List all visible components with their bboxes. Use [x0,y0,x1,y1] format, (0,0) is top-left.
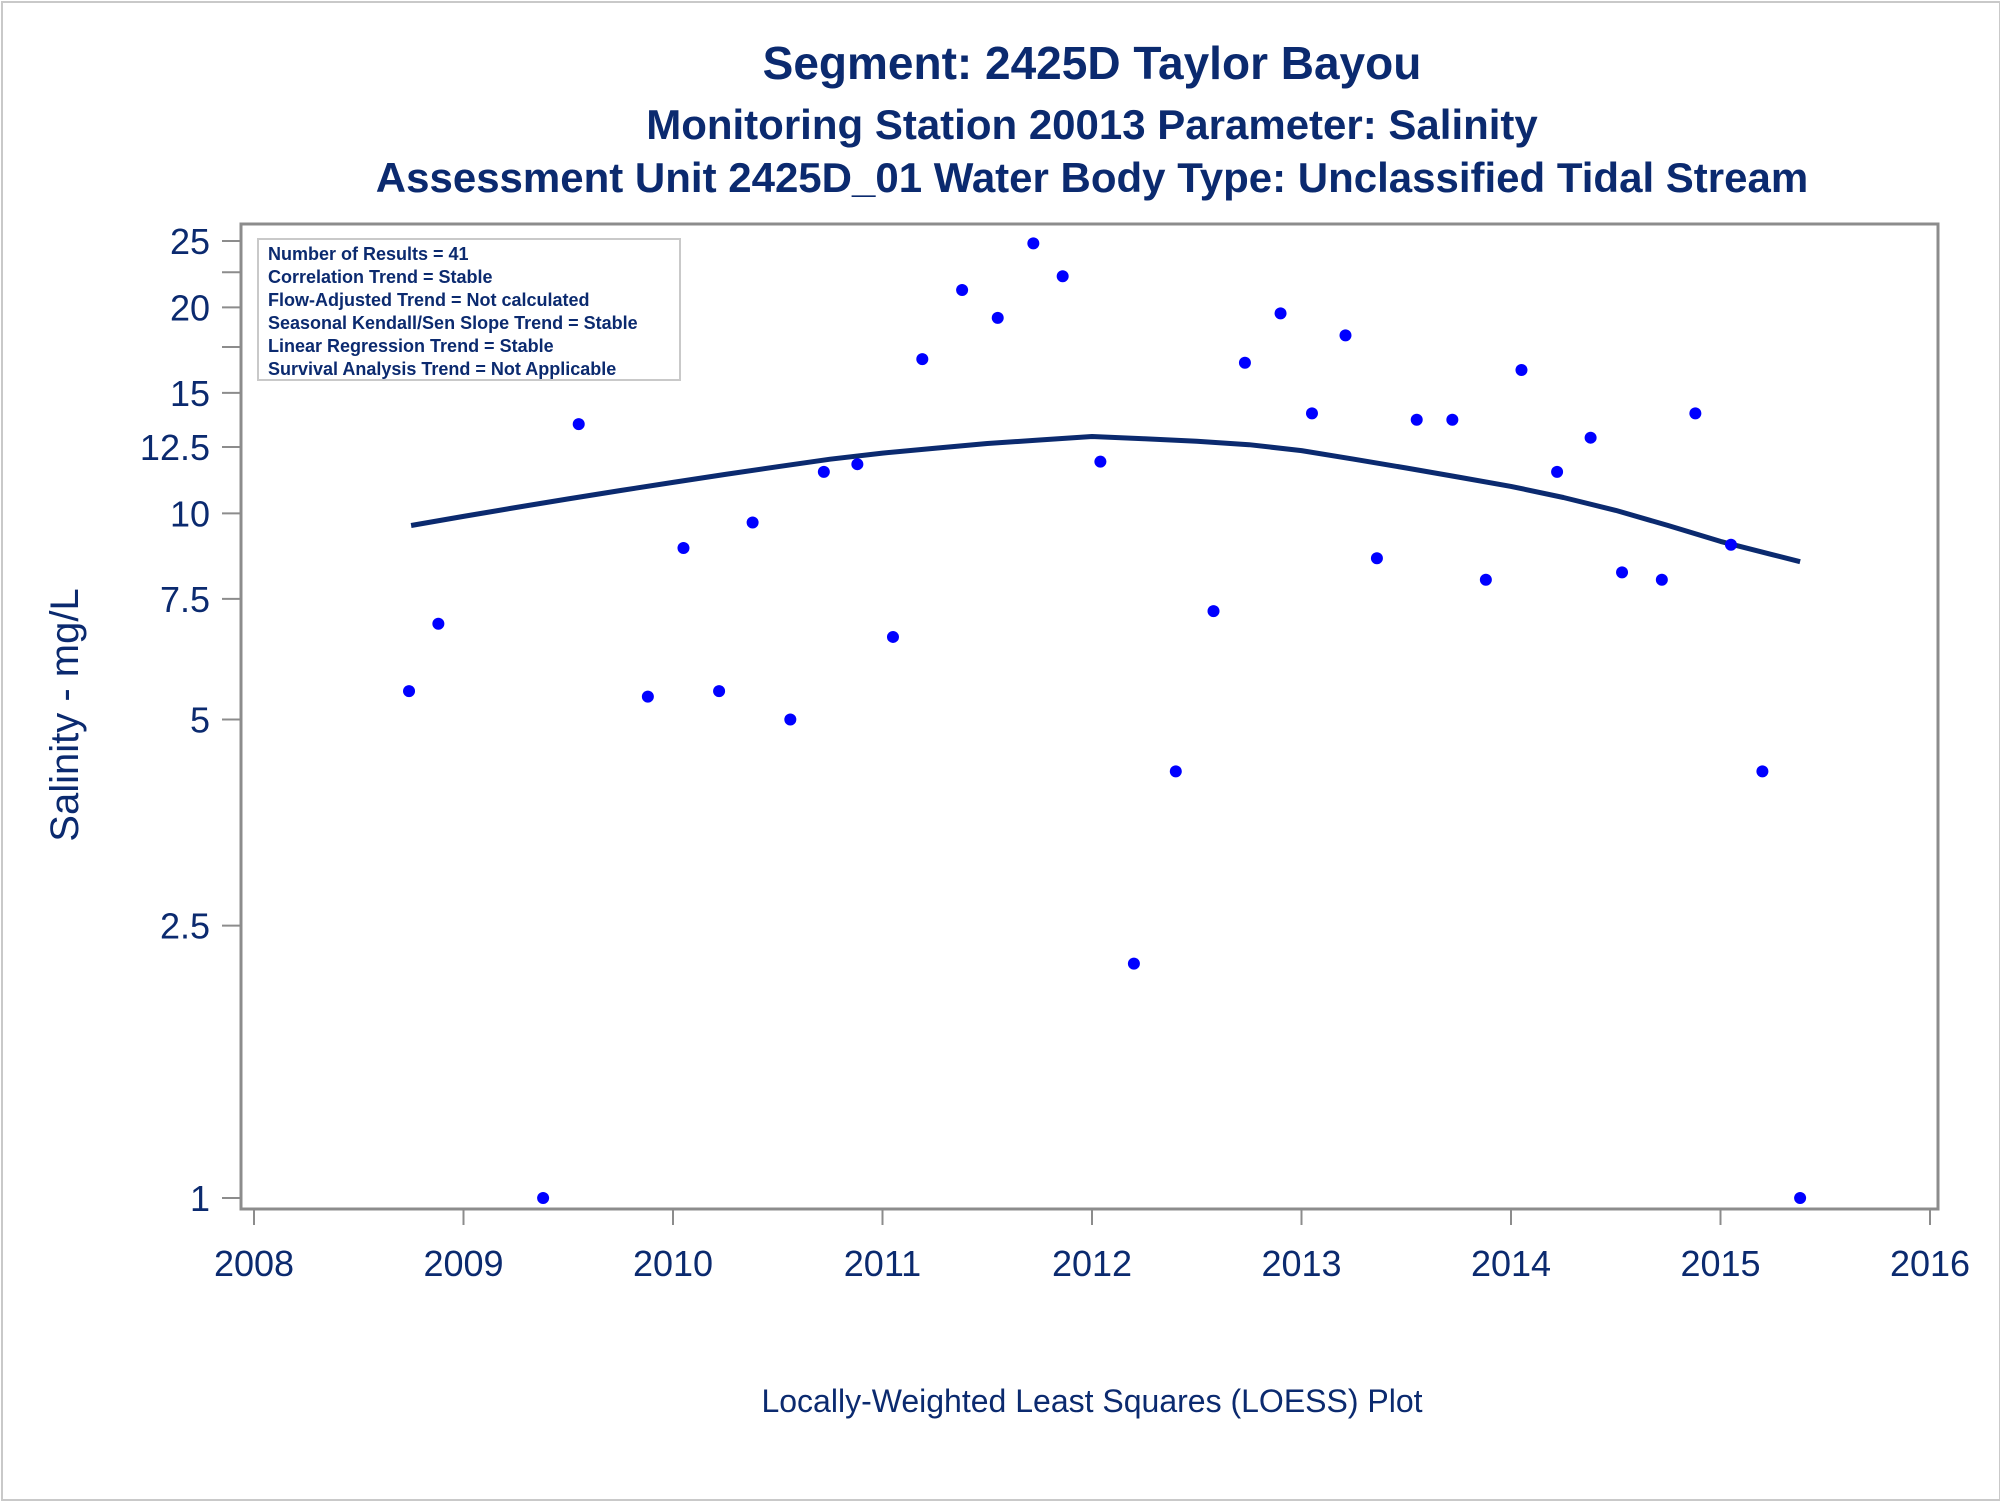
loess-trend-line [410,434,1801,565]
plot-caption: Locally-Weighted Least Squares (LOESS) P… [761,1383,1422,1419]
data-point [1479,573,1492,586]
x-tick-label: 2012 [1052,1243,1132,1284]
stats-line-3: Flow-Adjusted Trend = Not calculated [268,290,590,310]
y-tick-label: 7.5 [160,579,210,620]
data-point [956,283,969,296]
data-point [1207,605,1220,618]
data-point [1410,413,1423,426]
stats-line-1: Number of Results = 41 [268,244,469,264]
data-point [916,353,929,366]
y-tick-label: 1 [190,1178,210,1219]
chart-subtitle-2: Assessment Unit 2425D_01 Water Body Type… [376,154,1808,201]
data-point [1305,407,1318,420]
data-point [713,685,726,698]
data-point [1551,465,1564,478]
stats-line-6: Survival Analysis Trend = Not Applicable [268,359,616,379]
y-tick-label: 5 [190,699,210,740]
x-tick-label: 2011 [844,1243,921,1284]
x-tick-label: 2013 [1261,1243,1341,1284]
x-tick-label: 2014 [1471,1243,1551,1284]
data-point [403,685,416,698]
data-point [1515,363,1528,376]
y-tick-label: 20 [170,287,210,328]
x-tick-label: 2016 [1890,1243,1970,1284]
y-tick-label: 15 [170,373,210,414]
data-points [403,237,1807,1204]
stats-inset-box [257,238,681,381]
data-point [1584,431,1597,444]
data-point [1094,455,1107,468]
stats-inset: Number of Results = 41 Correlation Trend… [257,238,681,381]
data-point [1274,307,1287,320]
data-point [641,690,654,703]
data-point [1616,566,1629,579]
data-point [1238,356,1251,369]
data-point [1446,413,1459,426]
stats-line-4: Seasonal Kendall/Sen Slope Trend = Stabl… [268,313,638,333]
data-point [1127,957,1140,970]
data-point [851,458,864,471]
data-point [572,418,585,431]
plot-area [239,222,1940,1211]
data-point [1689,407,1702,420]
data-point [1370,552,1383,565]
stats-line-2: Correlation Trend = Stable [268,267,493,287]
y-tick-label: 25 [170,221,210,262]
y-tick-label: 10 [170,493,210,534]
x-tick-label: 2010 [633,1243,713,1284]
x-tick-label: 2008 [214,1243,294,1284]
data-point [1027,237,1040,250]
data-point [1169,765,1182,778]
data-point [1056,270,1069,283]
data-point [537,1192,550,1204]
data-point [1655,573,1668,586]
chart-title: Segment: 2425D Taylor Bayou [763,37,1422,89]
data-point [1724,538,1737,551]
data-point [784,713,797,726]
data-point [432,617,445,630]
data-point [746,516,759,529]
data-point [677,542,690,555]
x-tick-label: 2015 [1680,1243,1760,1284]
data-point [886,630,899,643]
data-point [991,311,1004,324]
x-axis: 2008 2009 2010 2011 2012 2013 2014 2015 2016 [214,1209,1970,1284]
chart-subtitle-1: Monitoring Station 20013 Parameter: Sali… [646,101,1538,148]
data-point [1794,1192,1807,1204]
stats-line-5: Linear Regression Trend = Stable [268,336,554,356]
y-tick-label: 2.5 [160,906,210,947]
data-point [817,465,830,478]
y-axis-label: Salinity - mg/L [43,588,87,841]
data-point [1339,329,1352,342]
data-point [1756,765,1769,778]
x-tick-label: 2009 [423,1243,503,1284]
y-tick-label: 12.5 [140,427,210,468]
